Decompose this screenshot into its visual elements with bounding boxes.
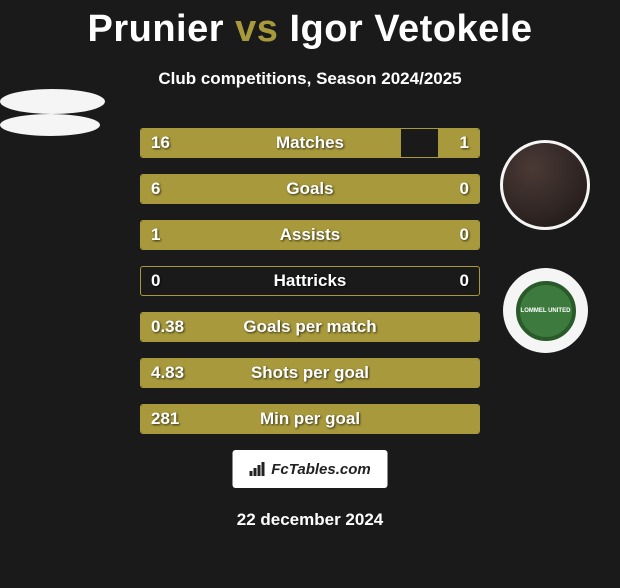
club-badge-text: LOMMEL UNITED bbox=[521, 308, 571, 314]
stats-area: 16 1 Matches 6 0 Goals 1 0 Assists 0 0 Hattricks 0.3… bbox=[140, 128, 480, 450]
stat-value-right: 0 bbox=[460, 271, 469, 291]
stat-label: Matches bbox=[276, 133, 344, 153]
stat-label: Hattricks bbox=[274, 271, 347, 291]
stat-fill-left bbox=[141, 129, 401, 157]
player2-name: Igor Vetokele bbox=[289, 8, 532, 50]
player1-club-placeholder bbox=[0, 114, 100, 136]
stat-row: 16 1 Matches bbox=[140, 128, 480, 158]
stat-value-right: 1 bbox=[460, 133, 469, 153]
stat-value-left: 16 bbox=[151, 133, 170, 153]
stat-row: 0 0 Hattricks bbox=[140, 266, 480, 296]
brand-text: FcTables.com bbox=[271, 461, 370, 478]
player2-club-badge: LOMMEL UNITED bbox=[503, 268, 588, 353]
stat-value-left: 281 bbox=[151, 409, 179, 429]
stat-row: 0.38 Goals per match bbox=[140, 312, 480, 342]
chart-icon bbox=[249, 462, 267, 476]
player2-avatar bbox=[500, 140, 590, 230]
stat-row: 1 0 Assists bbox=[140, 220, 480, 250]
player1-avatar-placeholder bbox=[0, 89, 105, 114]
stat-row: 281 Min per goal bbox=[140, 404, 480, 434]
stat-label: Goals per match bbox=[243, 317, 376, 337]
stat-value-left: 4.83 bbox=[151, 363, 184, 383]
stat-value-right: 0 bbox=[460, 179, 469, 199]
stat-row: 4.83 Shots per goal bbox=[140, 358, 480, 388]
stat-label: Assists bbox=[280, 225, 340, 245]
club-badge-inner: LOMMEL UNITED bbox=[516, 281, 576, 341]
vs-text: vs bbox=[235, 8, 278, 50]
stat-value-left: 0.38 bbox=[151, 317, 184, 337]
stat-value-left: 0 bbox=[151, 271, 160, 291]
comparison-title: Prunier vs Igor Vetokele bbox=[0, 8, 620, 51]
stat-row: 6 0 Goals bbox=[140, 174, 480, 204]
stat-value-left: 6 bbox=[151, 179, 160, 199]
stat-value-left: 1 bbox=[151, 225, 160, 245]
stat-label: Min per goal bbox=[260, 409, 360, 429]
stat-value-right: 0 bbox=[460, 225, 469, 245]
stat-label: Goals bbox=[286, 179, 333, 199]
subtitle: Club competitions, Season 2024/2025 bbox=[0, 69, 620, 89]
fctables-brand-badge[interactable]: FcTables.com bbox=[233, 450, 388, 488]
date-text: 22 december 2024 bbox=[237, 510, 384, 530]
player1-name: Prunier bbox=[88, 8, 225, 50]
stat-label: Shots per goal bbox=[251, 363, 369, 383]
